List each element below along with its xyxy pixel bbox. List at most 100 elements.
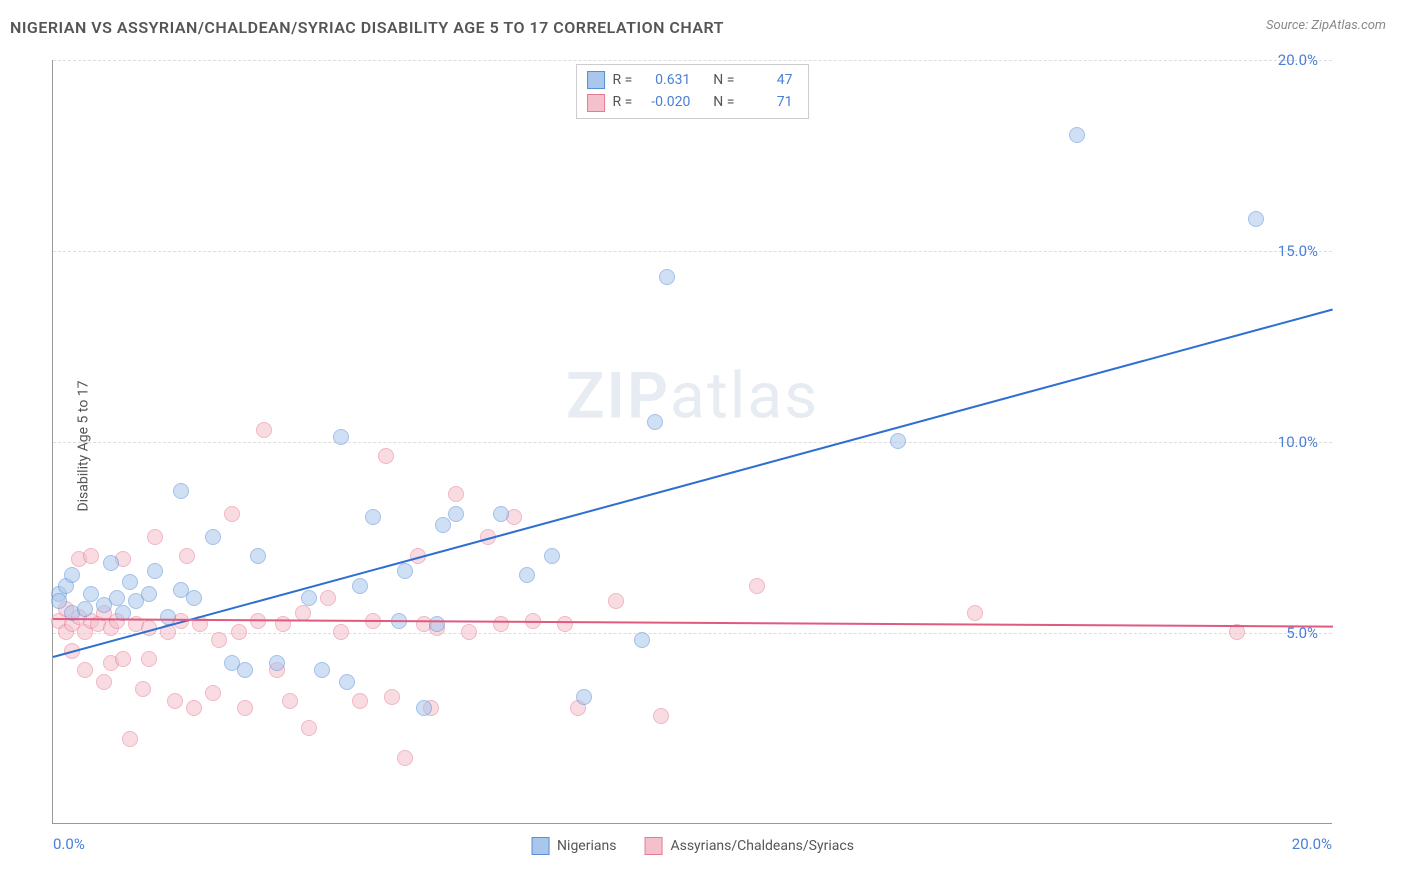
scatter-point bbox=[282, 693, 298, 709]
scatter-point bbox=[634, 632, 650, 648]
scatter-point bbox=[83, 548, 99, 564]
scatter-point bbox=[435, 517, 451, 533]
scatter-point bbox=[64, 567, 80, 583]
grid-line bbox=[53, 60, 1332, 61]
scatter-point bbox=[186, 590, 202, 606]
scatter-point bbox=[749, 578, 765, 594]
grid-line bbox=[53, 251, 1332, 252]
scatter-point bbox=[378, 448, 394, 464]
scatter-point bbox=[109, 590, 125, 606]
scatter-point bbox=[231, 624, 247, 640]
scatter-point bbox=[77, 662, 93, 678]
scatter-point bbox=[1069, 127, 1085, 143]
series-legend: Nigerians Assyrians/Chaldeans/Syriacs bbox=[531, 837, 854, 855]
n-label: N = bbox=[713, 91, 734, 113]
series-legend-item: Nigerians bbox=[531, 837, 616, 855]
scatter-point bbox=[211, 632, 227, 648]
scatter-point bbox=[141, 651, 157, 667]
scatter-point bbox=[179, 548, 195, 564]
watermark: ZIPatlas bbox=[566, 358, 819, 433]
scatter-point bbox=[352, 578, 368, 594]
y-tick-label: 10.0% bbox=[1278, 433, 1318, 451]
scatter-point bbox=[320, 590, 336, 606]
y-tick-label: 20.0% bbox=[1278, 51, 1318, 69]
legend-swatch bbox=[531, 837, 549, 855]
r-value: 0.631 bbox=[640, 69, 690, 91]
scatter-point bbox=[269, 655, 285, 671]
r-label: R = bbox=[613, 69, 633, 91]
scatter-point bbox=[384, 689, 400, 705]
correlation-legend: R = 0.631 N = 47 R = -0.020 N = 71 bbox=[576, 64, 810, 119]
scatter-point bbox=[416, 700, 432, 716]
series-name: Nigerians bbox=[557, 838, 616, 854]
plot-area: ZIPatlas R = 0.631 N = 47R = -0.020 N = 71 N… bbox=[52, 60, 1332, 824]
scatter-point bbox=[167, 693, 183, 709]
scatter-point bbox=[205, 529, 221, 545]
scatter-point bbox=[333, 429, 349, 445]
scatter-point bbox=[448, 506, 464, 522]
scatter-point bbox=[397, 750, 413, 766]
scatter-point bbox=[301, 590, 317, 606]
watermark-atlas: atlas bbox=[670, 358, 819, 433]
scatter-point bbox=[122, 574, 138, 590]
scatter-point bbox=[576, 689, 592, 705]
scatter-point bbox=[96, 674, 112, 690]
trend-line bbox=[53, 308, 1334, 658]
scatter-point bbox=[352, 693, 368, 709]
scatter-point bbox=[141, 586, 157, 602]
scatter-point bbox=[967, 605, 983, 621]
chart-title: NIGERIAN VS ASSYRIAN/CHALDEAN/SYRIAC DIS… bbox=[10, 18, 724, 37]
source-attribution: Source: ZipAtlas.com bbox=[1266, 18, 1386, 33]
scatter-point bbox=[147, 529, 163, 545]
grid-line bbox=[53, 442, 1332, 443]
scatter-point bbox=[647, 414, 663, 430]
chart-container: NIGERIAN VS ASSYRIAN/CHALDEAN/SYRIAC DIS… bbox=[0, 0, 1406, 892]
scatter-point bbox=[314, 662, 330, 678]
r-label: R = bbox=[613, 91, 633, 113]
scatter-point bbox=[224, 506, 240, 522]
scatter-point bbox=[653, 708, 669, 724]
scatter-point bbox=[493, 616, 509, 632]
scatter-point bbox=[429, 616, 445, 632]
correlation-legend-row: R = 0.631 N = 47 bbox=[587, 69, 793, 91]
scatter-point bbox=[77, 601, 93, 617]
scatter-point bbox=[333, 624, 349, 640]
legend-swatch bbox=[587, 94, 605, 112]
scatter-point bbox=[256, 422, 272, 438]
scatter-point bbox=[339, 674, 355, 690]
n-value: 47 bbox=[742, 69, 792, 91]
x-tick-label: 0.0% bbox=[53, 835, 85, 853]
r-value: -0.020 bbox=[640, 91, 690, 113]
correlation-legend-row: R = -0.020 N = 71 bbox=[587, 91, 793, 113]
scatter-point bbox=[301, 720, 317, 736]
n-label: N = bbox=[713, 69, 734, 91]
scatter-point bbox=[890, 433, 906, 449]
scatter-point bbox=[493, 506, 509, 522]
scatter-point bbox=[135, 681, 151, 697]
scatter-point bbox=[544, 548, 560, 564]
legend-swatch bbox=[587, 71, 605, 89]
x-tick-label: 20.0% bbox=[1292, 835, 1332, 853]
scatter-point bbox=[448, 486, 464, 502]
trend-line bbox=[53, 618, 1333, 628]
scatter-point bbox=[237, 662, 253, 678]
scatter-point bbox=[250, 548, 266, 564]
scatter-point bbox=[557, 616, 573, 632]
scatter-point bbox=[608, 593, 624, 609]
scatter-point bbox=[147, 563, 163, 579]
scatter-point bbox=[237, 700, 253, 716]
scatter-point bbox=[205, 685, 221, 701]
scatter-point bbox=[115, 651, 131, 667]
scatter-point bbox=[103, 555, 119, 571]
series-name: Assyrians/Chaldeans/Syriacs bbox=[670, 838, 853, 854]
scatter-point bbox=[173, 483, 189, 499]
scatter-point bbox=[397, 563, 413, 579]
scatter-point bbox=[659, 269, 675, 285]
y-tick-label: 15.0% bbox=[1278, 242, 1318, 260]
scatter-point bbox=[519, 567, 535, 583]
scatter-point bbox=[186, 700, 202, 716]
scatter-point bbox=[461, 624, 477, 640]
scatter-point bbox=[365, 509, 381, 525]
n-value: 71 bbox=[742, 91, 792, 113]
series-legend-item: Assyrians/Chaldeans/Syriacs bbox=[644, 837, 853, 855]
